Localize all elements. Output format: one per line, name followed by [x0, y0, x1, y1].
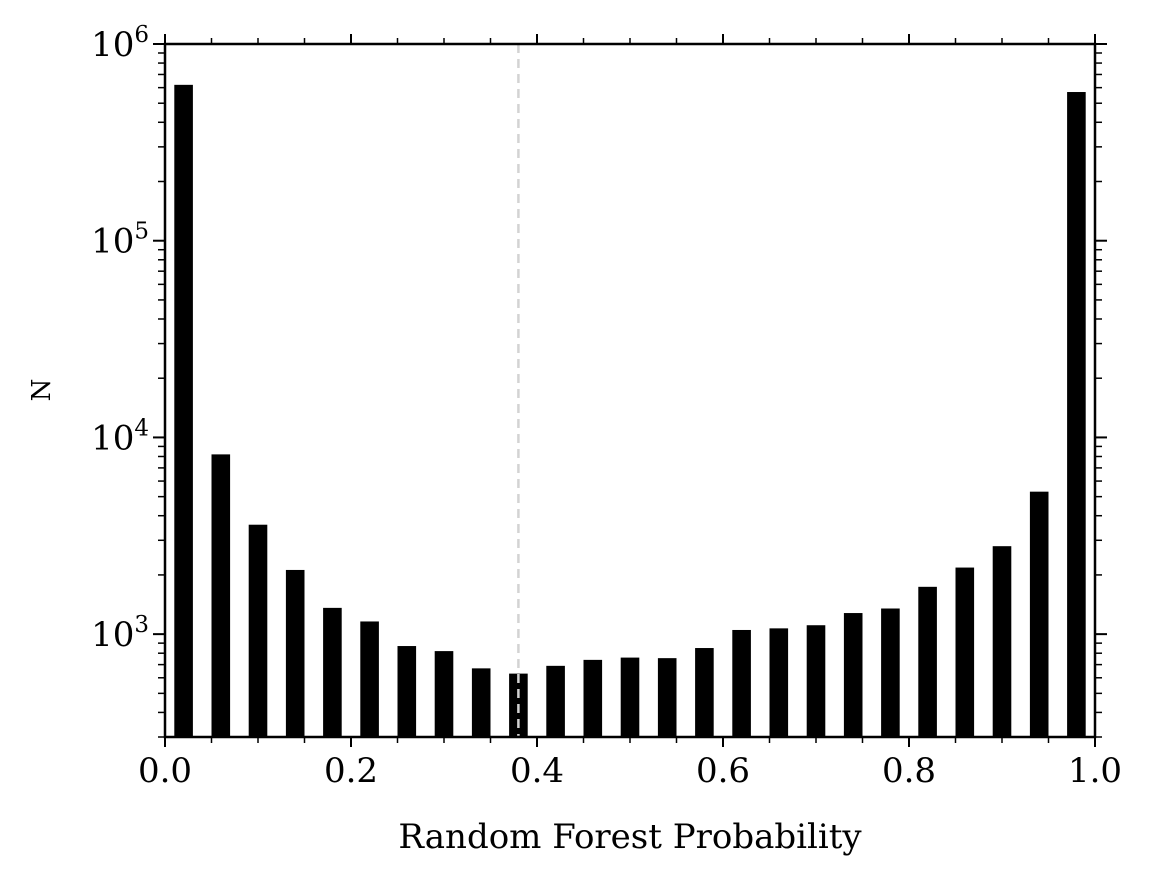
x-tick-label: 0.4 — [510, 751, 564, 791]
histogram-bar — [881, 608, 900, 737]
x-tick-label: 1.0 — [1068, 751, 1122, 791]
histogram-bar — [397, 646, 417, 737]
x-tick-label: 0.0 — [138, 751, 192, 791]
histogram-bar — [769, 628, 789, 737]
histogram-bar — [695, 648, 714, 737]
y-tick-label: 105 — [91, 219, 149, 262]
histogram-bar — [992, 546, 1012, 737]
histogram-bar — [843, 613, 863, 737]
histogram-bar — [806, 625, 826, 737]
histogram-bar — [434, 651, 454, 737]
histogram-bar — [583, 659, 603, 737]
histogram-bar — [1029, 491, 1049, 737]
y-tick-label: 104 — [91, 415, 149, 458]
histogram-bar — [471, 668, 491, 737]
x-axis-label: Random Forest Probability — [398, 817, 862, 857]
histogram-bar — [360, 621, 379, 737]
y-tick-label: 103 — [91, 612, 149, 655]
axes-layer: 0.0 0.2 0.4 0.6 0.8 1.0 103 104 105 106 — [91, 22, 1122, 791]
histogram-bar — [1067, 92, 1086, 737]
histogram-bar — [211, 454, 231, 737]
y-axis-label: N — [27, 379, 57, 402]
histogram-bar — [657, 658, 677, 737]
histogram-bar — [323, 607, 342, 737]
histogram-bar — [285, 569, 305, 737]
histogram-bar — [546, 665, 565, 737]
histogram-bar — [174, 84, 193, 738]
histogram-bar — [620, 657, 640, 737]
x-tick-label: 0.8 — [882, 751, 936, 791]
bars-layer — [174, 84, 1086, 738]
y-tick-label: 106 — [91, 22, 149, 65]
labels-layer: Random Forest Probability N — [27, 379, 862, 857]
x-tick-label: 0.6 — [696, 751, 750, 791]
histogram-bar — [248, 524, 268, 737]
histogram-bar — [955, 567, 975, 737]
histogram-bar — [918, 586, 937, 737]
x-tick-label: 0.2 — [324, 751, 378, 791]
histogram-bar — [732, 629, 751, 737]
